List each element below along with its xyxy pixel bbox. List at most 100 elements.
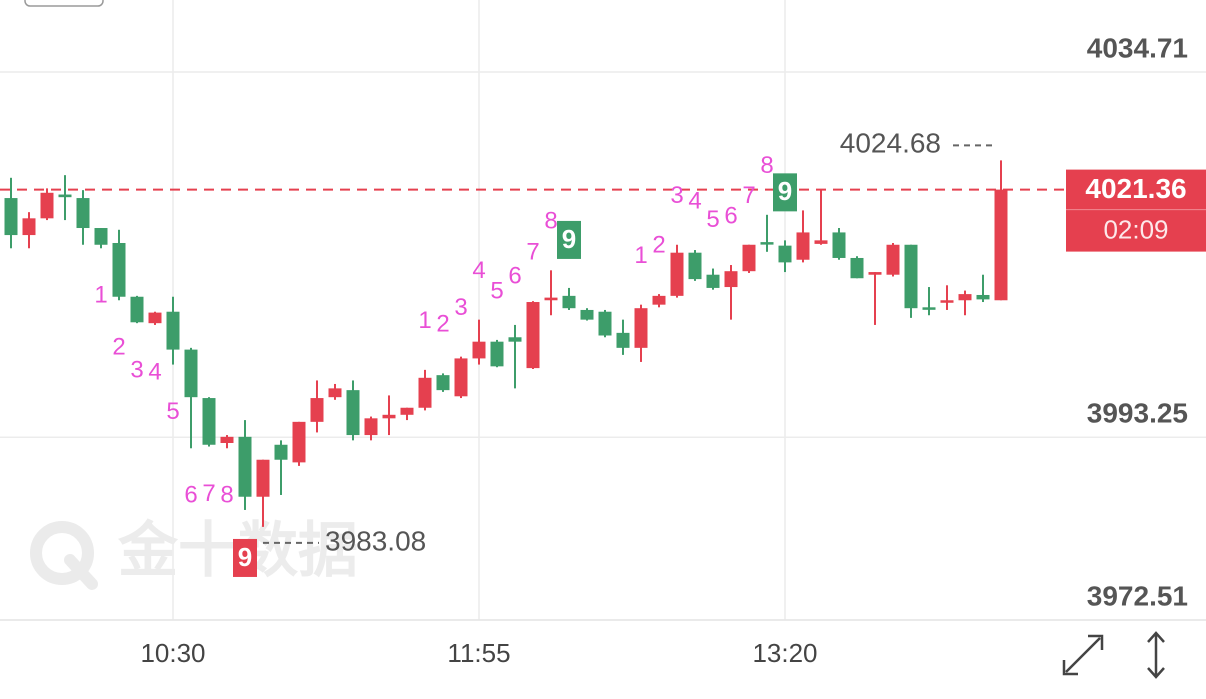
td-count: 5 — [490, 277, 503, 304]
td-box — [557, 220, 581, 259]
candle-body — [130, 296, 144, 323]
candle-body — [508, 337, 522, 342]
candle-body — [652, 295, 666, 305]
candle-body — [634, 308, 648, 348]
candle-body — [706, 274, 720, 288]
td-count: 8 — [760, 152, 773, 179]
x-tick-label: 10:30 — [140, 638, 205, 668]
candle-body — [148, 312, 162, 324]
candle-body — [814, 240, 828, 244]
candle-body — [616, 332, 630, 348]
candle-body — [580, 309, 594, 320]
td-count: 1 — [94, 282, 107, 309]
candle-body — [310, 398, 324, 422]
candle-body — [4, 198, 18, 236]
candle-body — [850, 257, 864, 279]
candle-body — [868, 272, 882, 275]
td-count: 2 — [112, 334, 125, 361]
y-tick-label: 3993.25 — [1087, 398, 1188, 429]
td-count: 4 — [688, 187, 701, 214]
td-count: 3 — [130, 357, 143, 384]
td-count: 9 — [238, 542, 252, 572]
td-count: 6 — [724, 202, 737, 229]
candle-body — [940, 300, 954, 303]
countdown: 02:09 — [1103, 214, 1168, 244]
td-count: 3 — [670, 182, 683, 209]
candle-body — [94, 228, 108, 245]
candle-body — [796, 232, 810, 260]
td-count: 6 — [184, 482, 197, 509]
candle-body — [760, 242, 774, 245]
price-tag — [1066, 169, 1206, 252]
td-box — [773, 173, 797, 212]
td-count: 4 — [148, 358, 161, 385]
candle-body — [490, 341, 504, 367]
candle-body — [472, 341, 486, 359]
candle-body — [976, 294, 990, 300]
x-tick-label: 11:55 — [447, 638, 510, 668]
td-count: 4 — [472, 257, 485, 284]
candle-body — [166, 311, 180, 350]
td-count: 8 — [544, 208, 557, 235]
candle-body — [598, 311, 612, 336]
td-count: 9 — [562, 224, 576, 254]
candle-body — [40, 192, 54, 219]
td-count: 5 — [706, 206, 719, 233]
last-price-label: 4021.36 — [1085, 173, 1186, 204]
td-count: 2 — [436, 311, 449, 338]
candle-body — [112, 242, 126, 297]
td-count: 1 — [634, 242, 647, 269]
high-label: 4024.68 — [840, 128, 941, 159]
candle-body — [436, 375, 450, 391]
y-tick-label: 3972.51 — [1087, 580, 1188, 611]
td-count: 9 — [778, 176, 792, 206]
candle-body — [526, 302, 540, 369]
candle-body — [58, 194, 72, 198]
candle-body — [202, 398, 216, 445]
watermark-logo-tail — [64, 554, 98, 590]
vertical-arrows — [1147, 631, 1165, 679]
candle-body — [328, 388, 342, 398]
td-count: 7 — [526, 238, 539, 265]
candle-body — [400, 407, 414, 415]
candle-body — [670, 252, 684, 296]
watermark-logo — [30, 521, 94, 585]
plot — [0, 0, 1206, 621]
td-count: 7 — [742, 182, 755, 209]
candle-body — [274, 444, 288, 460]
td-count: 1 — [418, 307, 431, 334]
candle-body — [544, 297, 558, 301]
td-count: 8 — [220, 482, 233, 509]
td-count: 7 — [202, 480, 215, 507]
td-count: 3 — [454, 294, 467, 321]
candle-body — [742, 244, 756, 272]
top-button[interactable] — [24, 0, 104, 7]
candle-body — [904, 244, 918, 309]
td-count: 5 — [166, 398, 179, 425]
x-tick-label: 13:20 — [752, 638, 817, 668]
candle-body — [562, 295, 576, 309]
y-tick-label: 4034.71 — [1087, 32, 1188, 63]
candle-body — [958, 294, 972, 301]
vertical-expand-icon[interactable] — [1147, 631, 1165, 679]
candle-body — [994, 189, 1008, 301]
candle-body — [184, 349, 198, 398]
expand-icon — [1062, 634, 1104, 676]
candle-body — [76, 198, 90, 229]
candle-body — [724, 271, 738, 288]
td-count: 6 — [508, 262, 521, 289]
candle-body — [778, 245, 792, 263]
candle-body — [832, 232, 846, 258]
candle-body — [220, 436, 234, 443]
candle-body — [382, 414, 396, 419]
candle-body — [238, 436, 252, 497]
fullscreen-icon[interactable] — [1062, 634, 1104, 676]
candle-body — [922, 307, 936, 310]
candle-body — [256, 459, 270, 497]
td-box — [233, 538, 257, 577]
candle-body — [688, 252, 702, 280]
low-label: 3983.08 — [325, 525, 426, 556]
